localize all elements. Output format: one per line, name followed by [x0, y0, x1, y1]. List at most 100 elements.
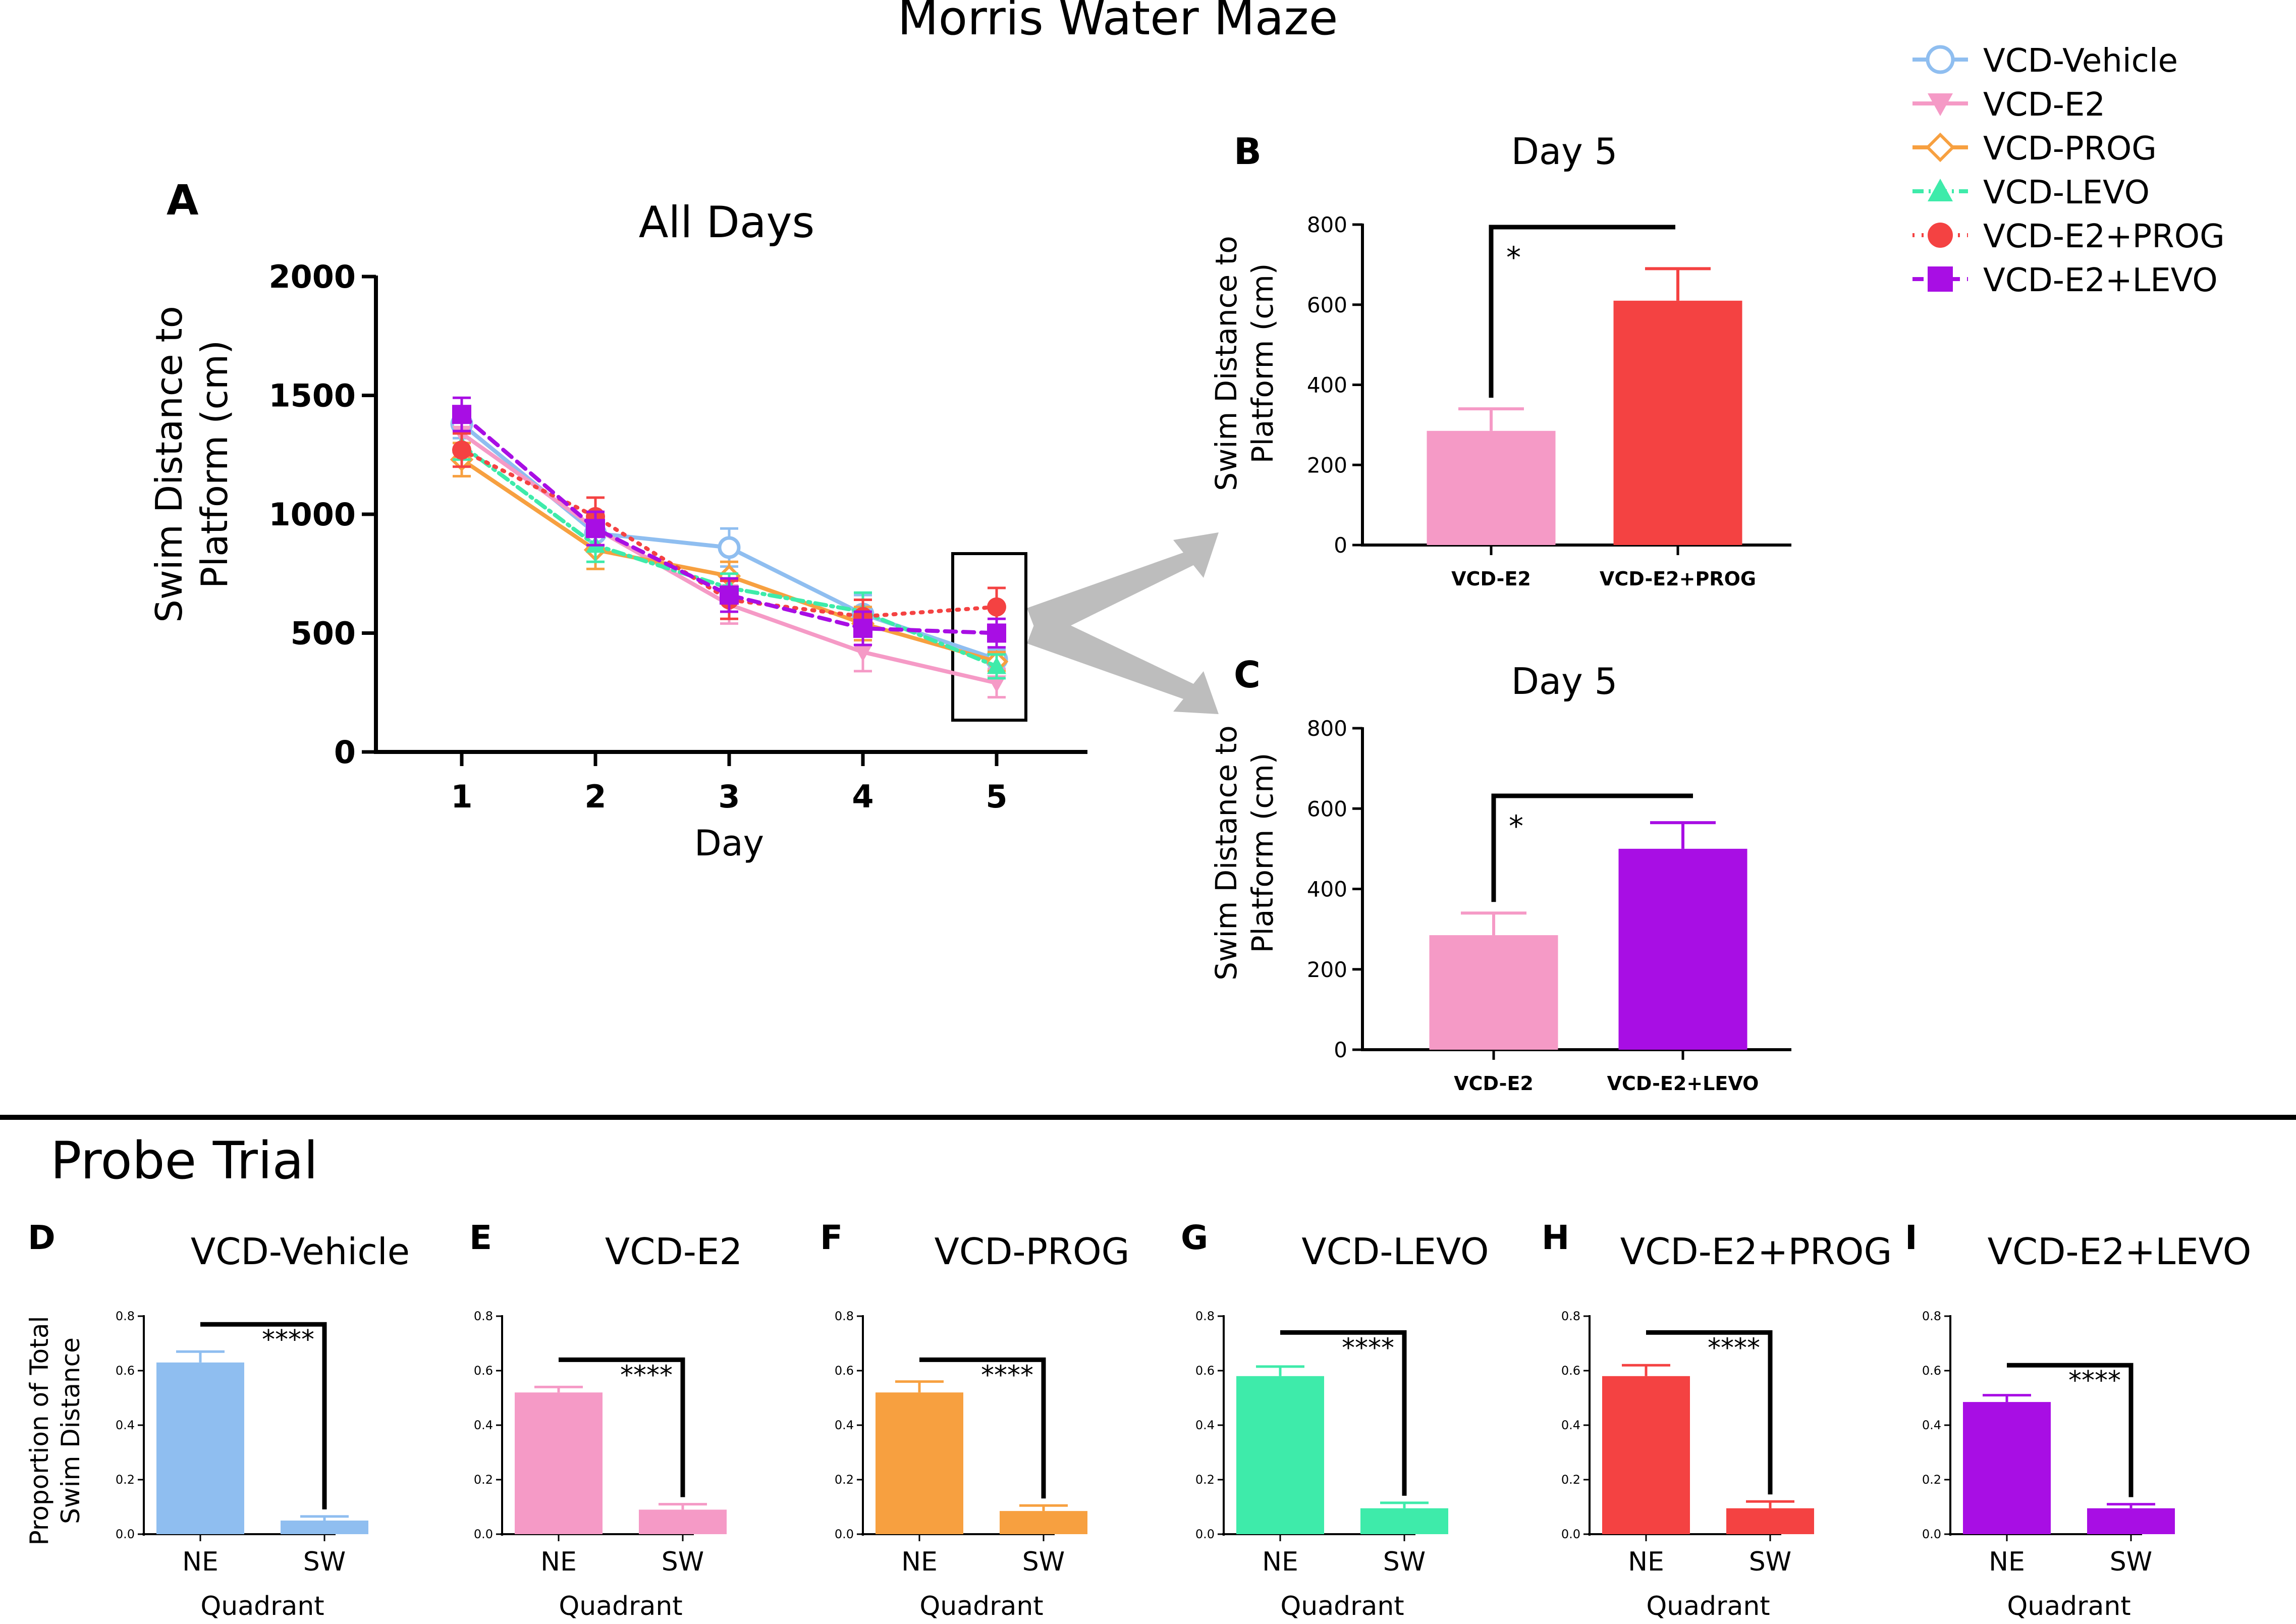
data-point [720, 585, 739, 605]
data-point [987, 623, 1006, 643]
x-tick-label: VCD-E2 [1454, 1072, 1534, 1095]
x-axis-label: Quadrant [1646, 1591, 1770, 1621]
y-tick-label: 0.6 [835, 1364, 854, 1378]
significance-label: **** [1342, 1333, 1394, 1363]
legend-label: VCD-E2+LEVO [1983, 262, 2218, 299]
panel-label: H [1542, 1218, 1569, 1257]
x-tick-label: VCD-E2 [1451, 568, 1531, 590]
y-tick-label: 0.6 [1561, 1364, 1580, 1378]
y-axis-label-line: Proportion of Total [25, 1316, 54, 1546]
significance-bracket [1646, 1330, 1773, 1495]
bar-SW [281, 1521, 368, 1534]
y-axis-label: Swim Distance toPlatform (cm) [148, 306, 236, 623]
y-tick-label: 400 [1307, 877, 1347, 902]
legend-marker-VCD-Vehicle [1926, 45, 1955, 74]
x-axis-label: Quadrant [559, 1591, 682, 1621]
panel-g-probe-bar-chart: G VCD-LEVO 0.0 0.2 0.4 0.6 0.8 NE SW Quadrant **** [1181, 1218, 1489, 1621]
panel-c-day5-bar-chart: C Day 5 0 200 400 600 800 Swim Distance toPlatf… [1209, 654, 1791, 1095]
panel-label: F [820, 1218, 843, 1257]
bar-NE [156, 1362, 244, 1534]
x-tick-label: VCD-E2+LEVO [1607, 1072, 1759, 1095]
x-tick-label: SW [662, 1547, 704, 1577]
bar-NE [1963, 1402, 2051, 1534]
y-tick-label: 0.2 [1922, 1473, 1941, 1487]
y-tick-label: 0.8 [1195, 1309, 1215, 1323]
x-tick-label: SW [303, 1547, 346, 1577]
x-tick-label: NE [540, 1547, 577, 1577]
chart-title: VCD-PROG [935, 1230, 1130, 1273]
y-axis-label-line: Swim Distance to [1209, 236, 1243, 491]
data-point [452, 440, 471, 460]
y-tick-label: 0.6 [1195, 1364, 1215, 1378]
y-tick-label: 0.2 [116, 1473, 135, 1487]
x-tick-label: SW [1383, 1547, 1426, 1577]
y-tick-label: 800 [1307, 716, 1347, 741]
bar-VCD-E2+PROG [1613, 300, 1742, 545]
y-axis-label: Swim Distance toPlatform (cm) [1209, 725, 1280, 981]
bar-NE [1236, 1376, 1324, 1534]
y-tick-label: 0.6 [116, 1364, 135, 1378]
data-point [853, 644, 872, 662]
y-tick-label: 0.0 [474, 1527, 493, 1541]
y-tick-label: 600 [1307, 293, 1347, 317]
bar-SW [1000, 1511, 1087, 1534]
significance-label: **** [2068, 1366, 2121, 1396]
probe-trial-panels: D VCD-Vehicle 0.0 0.2 0.4 0.6 0.8 NE SW Quadrant *… [25, 1218, 2251, 1621]
panel-h-probe-bar-chart: H VCD-E2+PROG 0.0 0.2 0.4 0.6 0.8 NE SW Quadrant *… [1542, 1218, 1892, 1621]
data-point [987, 597, 1006, 617]
y-tick-label: 0.2 [1561, 1473, 1580, 1487]
x-axis-label: Quadrant [919, 1591, 1043, 1621]
y-tick-label: 0.0 [1561, 1527, 1580, 1541]
y-tick-label: 0.8 [116, 1309, 135, 1323]
bar-SW [1726, 1508, 1814, 1534]
significance-label: **** [1708, 1333, 1760, 1363]
data-point [987, 675, 1006, 693]
y-tick-label: 600 [1307, 796, 1347, 821]
x-tick-label: NE [901, 1547, 938, 1577]
bar-SW [1360, 1508, 1448, 1534]
x-tick-label: SW [1749, 1547, 1791, 1577]
y-tick-label: 0.8 [1561, 1309, 1580, 1323]
panel-e-probe-bar-chart: E VCD-E2 0.0 0.2 0.4 0.6 0.8 NE SW Quadrant **** [469, 1218, 742, 1621]
x-tick-label: 4 [852, 778, 873, 815]
chart-title: VCD-LEVO [1301, 1230, 1489, 1273]
y-axis-label: Swim Distance toPlatform (cm) [1209, 236, 1280, 491]
y-tick-label: 0.4 [116, 1418, 135, 1432]
x-tick-label: NE [1628, 1547, 1664, 1577]
y-tick-label: 0.2 [474, 1473, 493, 1487]
panel-label: E [469, 1218, 492, 1257]
x-tick-label: 5 [986, 778, 1007, 815]
bar-VCD-E2 [1427, 430, 1556, 545]
x-tick-label: SW [1022, 1547, 1065, 1577]
x-tick-label: 3 [718, 778, 740, 815]
chart-title: VCD-E2+LEVO [1988, 1230, 2252, 1273]
y-tick-label: 0.2 [1195, 1473, 1215, 1487]
x-tick-label: NE [1989, 1547, 2025, 1577]
data-point [452, 405, 471, 424]
legend-label: VCD-E2 [1983, 86, 2105, 124]
y-tick-label: 0.4 [835, 1418, 854, 1432]
y-tick-label: 0.0 [1922, 1527, 1941, 1541]
y-tick-label: 200 [1307, 453, 1347, 477]
significance-bracket [1491, 793, 1693, 902]
legend-marker-VCD-PROG [1925, 132, 1955, 163]
panel-d-probe-bar-chart: D VCD-Vehicle 0.0 0.2 0.4 0.6 0.8 NE SW Quadrant *… [25, 1218, 410, 1621]
series-VCD-E2+LEVO [452, 396, 1006, 649]
y-tick-label: 400 [1307, 373, 1347, 398]
legend-marker-VCD-E2+LEVO [1928, 266, 1953, 292]
bar-VCD-E2 [1429, 935, 1558, 1050]
data-point [853, 619, 872, 638]
panel-f-probe-bar-chart: F VCD-PROG 0.0 0.2 0.4 0.6 0.8 NE SW Quadrant **** [820, 1218, 1129, 1621]
y-tick-label: 0.4 [1922, 1418, 1941, 1432]
y-axis-label-line: Platform (cm) [1245, 753, 1280, 953]
y-tick-label: 0.0 [1195, 1527, 1215, 1541]
legend-marker-VCD-LEVO [1928, 179, 1953, 201]
significance-label: * [1506, 240, 1521, 275]
chart-title: VCD-E2 [605, 1230, 742, 1273]
y-tick-label: 0 [1334, 1038, 1347, 1062]
significance-label: **** [620, 1360, 673, 1390]
legend: VCD-Vehicle VCD-E2 VCD-PROG VCD-LEVO VCD-E2+… [1912, 42, 2225, 299]
y-tick-label: 1000 [268, 496, 356, 533]
y-tick-label: 800 [1307, 212, 1347, 237]
x-axis-label: Quadrant [1280, 1591, 1404, 1621]
